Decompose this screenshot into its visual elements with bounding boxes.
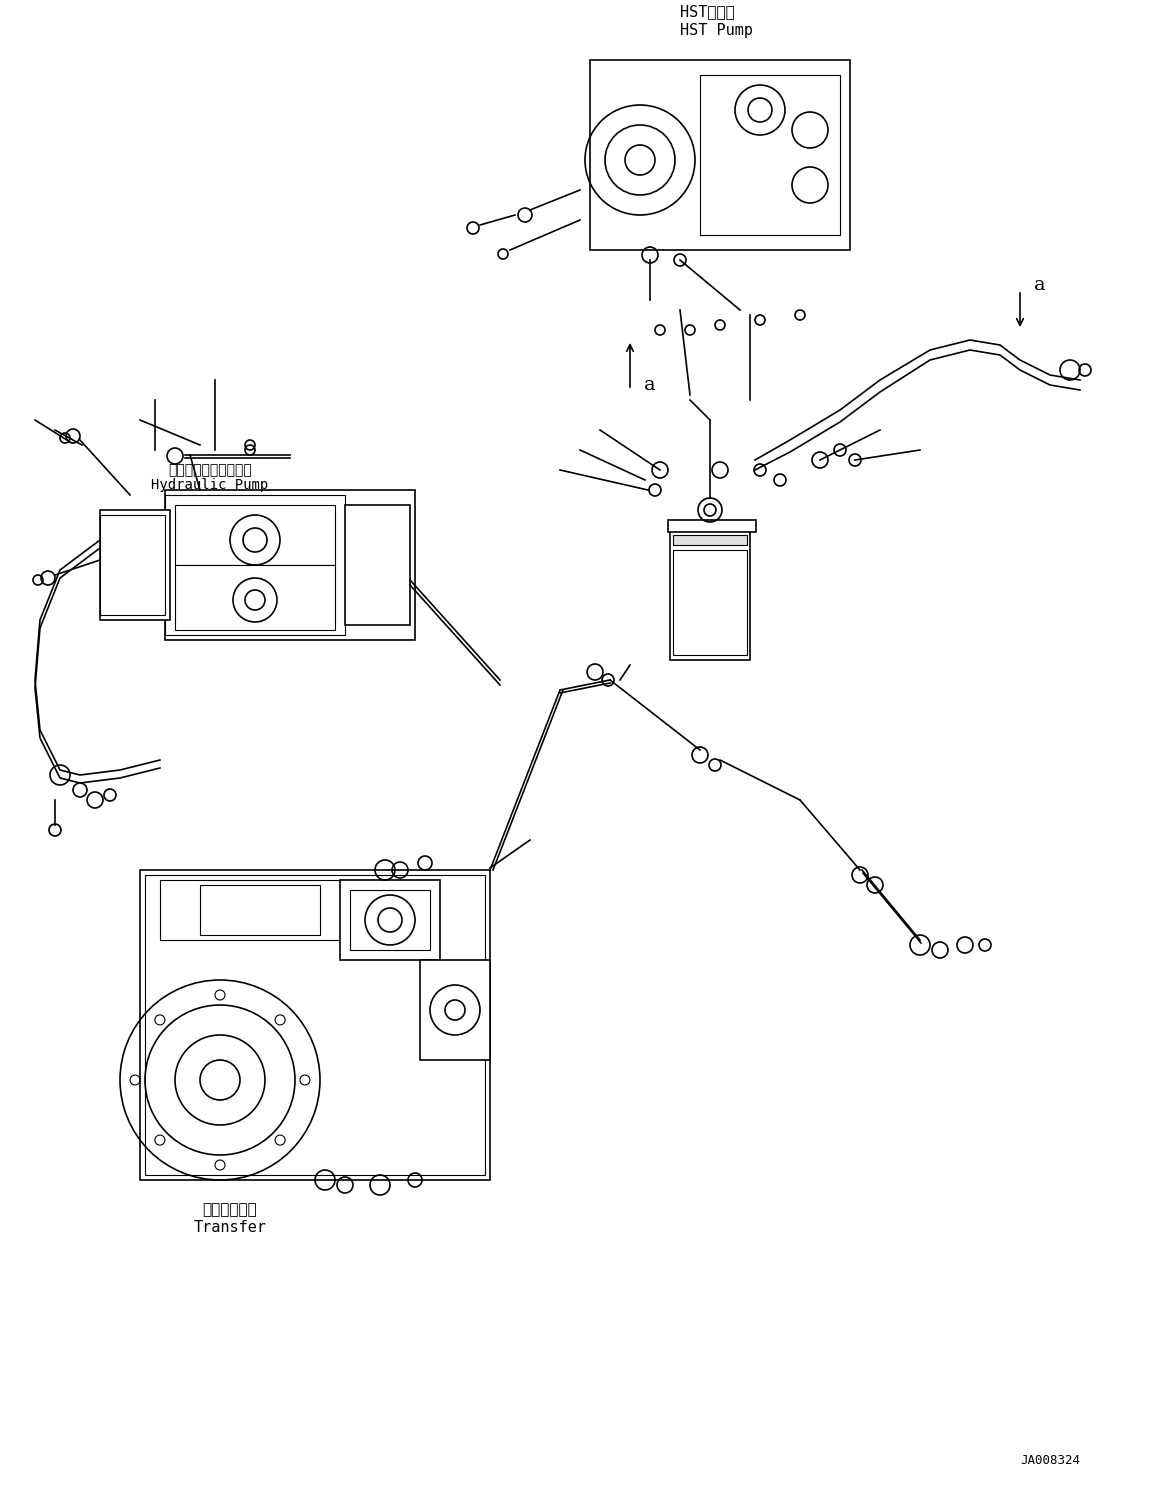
Bar [345, 504, 410, 625]
Bar [100, 515, 165, 615]
Bar [175, 504, 336, 565]
Bar [673, 551, 747, 655]
Text: Hydraulic Pump: Hydraulic Pump [151, 477, 269, 492]
Bar [145, 874, 485, 1176]
Text: Transfer: Transfer [194, 1220, 266, 1235]
Text: a: a [645, 376, 656, 394]
Bar [165, 489, 415, 640]
Text: HST Pump: HST Pump [680, 22, 753, 37]
Bar [199, 885, 321, 935]
Bar [590, 60, 850, 251]
Bar [700, 75, 841, 236]
Bar [673, 536, 747, 545]
Bar [340, 880, 440, 959]
Text: ハイドロリックポンプ: ハイドロリックポンプ [168, 463, 251, 477]
Circle shape [518, 207, 532, 222]
Bar [160, 880, 360, 940]
Bar [351, 891, 430, 950]
Bar [670, 530, 749, 659]
Text: トランスファ: トランスファ [203, 1203, 257, 1217]
Text: a: a [1034, 276, 1046, 294]
Bar [140, 870, 490, 1180]
Bar [175, 565, 336, 630]
Circle shape [86, 792, 103, 809]
Bar [165, 495, 345, 636]
Text: HSTポンプ: HSTポンプ [680, 4, 734, 19]
Text: JA008324: JA008324 [1020, 1453, 1080, 1467]
Bar [420, 959, 490, 1059]
Bar [668, 521, 756, 533]
Bar [100, 510, 169, 621]
